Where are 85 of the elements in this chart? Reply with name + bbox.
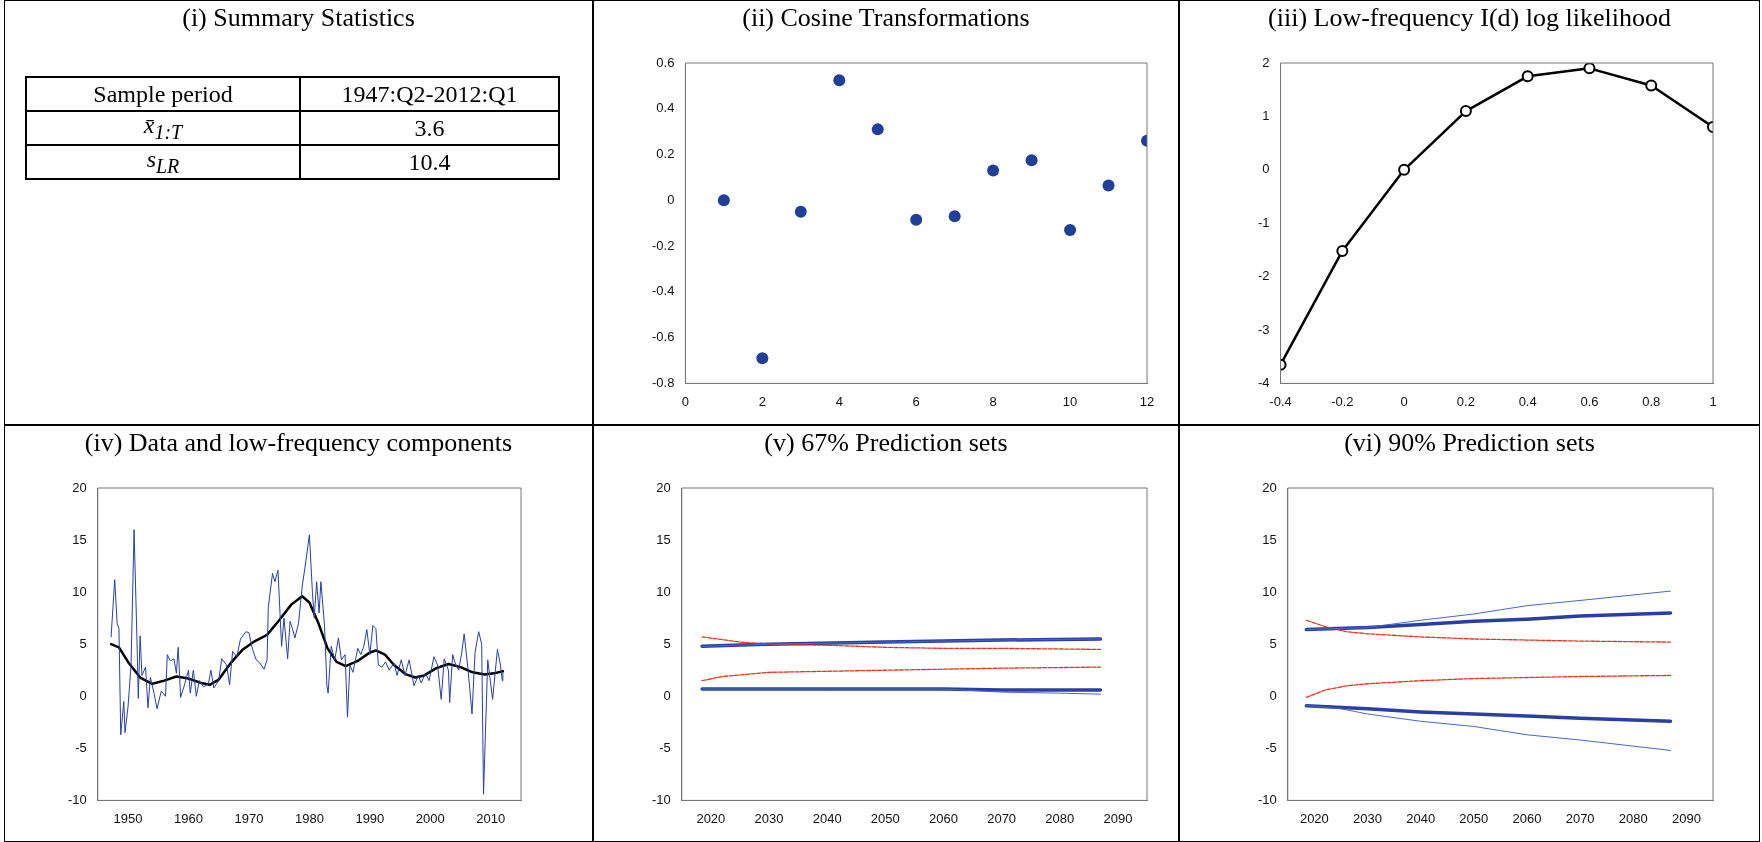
- text: s$_{LR}$: [26, 145, 300, 179]
- y-tick-label: -5: [75, 739, 87, 755]
- text: 3.6: [300, 111, 559, 145]
- y-tick-label: -1: [1258, 214, 1270, 230]
- x-tick-label: 1960: [174, 810, 203, 826]
- x-tick-label: 2040: [812, 810, 842, 826]
- y-tick-label: 15: [656, 531, 671, 547]
- y-tick-label: 0: [1269, 687, 1277, 703]
- x-tick-label: 2: [758, 393, 766, 409]
- x-tick-label: 1: [1709, 393, 1717, 409]
- y-tick-label: 0.4: [656, 100, 675, 116]
- y-tick-label: 0: [663, 687, 671, 703]
- x-tick-label: 2060: [1512, 810, 1542, 826]
- y-tick-label: 20: [72, 479, 87, 495]
- x-tick-label: 0: [681, 393, 690, 409]
- y-tick-label: -0.2: [651, 237, 675, 253]
- y-tick-label: -10: [67, 791, 87, 807]
- x-tick-label: 8: [989, 393, 997, 409]
- y-tick-label: 5: [1269, 635, 1277, 651]
- x-tick-label: 0.4: [1518, 393, 1537, 409]
- y-tick-label: 5: [663, 635, 671, 651]
- x-tick-label: 2080: [1618, 810, 1648, 826]
- y-tick-label: -10: [651, 791, 671, 807]
- chart-title: (ii) Cosine Transformations: [741, 3, 1031, 33]
- x-tick-label: 6: [912, 393, 920, 409]
- y-tick-label: 0.2: [656, 146, 675, 162]
- y-tick-label: 0: [667, 191, 675, 207]
- x-tick-label: 0.2: [1456, 393, 1475, 409]
- y-tick-label: 10: [72, 583, 87, 599]
- y-tick-label: -2: [1258, 268, 1270, 284]
- y-tick-label: -0.8: [651, 374, 675, 390]
- y-tick-label: 2: [1262, 54, 1270, 70]
- chart-title: (iii) Low-frequency I(d) log likelihood: [1267, 3, 1672, 33]
- x-tick-label: 2020: [696, 810, 726, 826]
- x-tick-label: 4: [835, 393, 843, 409]
- y-tick-label: 15: [72, 531, 87, 547]
- y-tick-label: 10: [656, 583, 671, 599]
- chart-title: (vi) 90% Prediction sets: [1343, 428, 1596, 458]
- x-tick-label: 2020: [1299, 810, 1329, 826]
- text: Sample period: [26, 77, 300, 111]
- x-tick-label: 2000: [415, 810, 445, 826]
- x-tick-label: 2030: [754, 810, 784, 826]
- y-tick-label: 15: [1262, 531, 1277, 547]
- x-tick-label: 2080: [1045, 810, 1075, 826]
- x-tick-label: 2090: [1671, 810, 1701, 826]
- x-tick-label: 2090: [1103, 810, 1133, 826]
- y-tick-label: -0.6: [651, 329, 675, 345]
- text: x̄$_{1:T}$: [26, 111, 300, 145]
- x-tick-label: 10: [1062, 393, 1078, 409]
- x-tick-label: -0.2: [1331, 393, 1354, 409]
- y-tick-label: -0.4: [651, 283, 675, 299]
- y-tick-label: 0.6: [656, 54, 675, 70]
- x-tick-label: 2050: [1459, 810, 1489, 826]
- y-tick-label: 0: [79, 687, 87, 703]
- text: 10.4: [300, 145, 559, 179]
- y-tick-label: 0: [1262, 161, 1270, 177]
- y-tick-label: 10: [1262, 583, 1277, 599]
- y-tick-label: -5: [659, 739, 671, 755]
- y-tick-label: 20: [656, 479, 671, 495]
- y-tick-label: -3: [1258, 321, 1270, 337]
- y-tick-label: -4: [1258, 374, 1270, 390]
- x-tick-label: 12: [1139, 393, 1155, 409]
- x-tick-label: 2010: [476, 810, 506, 826]
- x-tick-label: 2030: [1353, 810, 1382, 826]
- text: (i) Summary Statistics: [181, 3, 416, 33]
- y-tick-label: 1: [1262, 107, 1270, 123]
- chart-title: (iv) Data and low-frequency components: [83, 428, 514, 458]
- x-tick-label: 2050: [870, 810, 900, 826]
- x-tick-label: 0.6: [1580, 393, 1599, 409]
- chart-title: (v) 67% Prediction sets: [763, 428, 1009, 458]
- y-tick-label: 5: [79, 635, 87, 651]
- x-tick-label: 1990: [355, 810, 385, 826]
- x-tick-label: 2040: [1406, 810, 1436, 826]
- x-tick-label: 2060: [929, 810, 958, 826]
- x-tick-label: 0.8: [1642, 393, 1661, 409]
- y-tick-label: -5: [1265, 739, 1277, 755]
- x-tick-label: 2070: [1565, 810, 1595, 826]
- x-tick-label: 1980: [294, 810, 324, 826]
- y-tick-label: 20: [1262, 479, 1277, 495]
- x-tick-label: 0: [1400, 393, 1408, 409]
- x-tick-label: 2070: [987, 810, 1017, 826]
- text: 1947:Q2-2012:Q1: [300, 77, 559, 111]
- y-tick-label: -10: [1257, 791, 1277, 807]
- x-tick-label: 1950: [113, 810, 143, 826]
- x-tick-label: 1970: [234, 810, 264, 826]
